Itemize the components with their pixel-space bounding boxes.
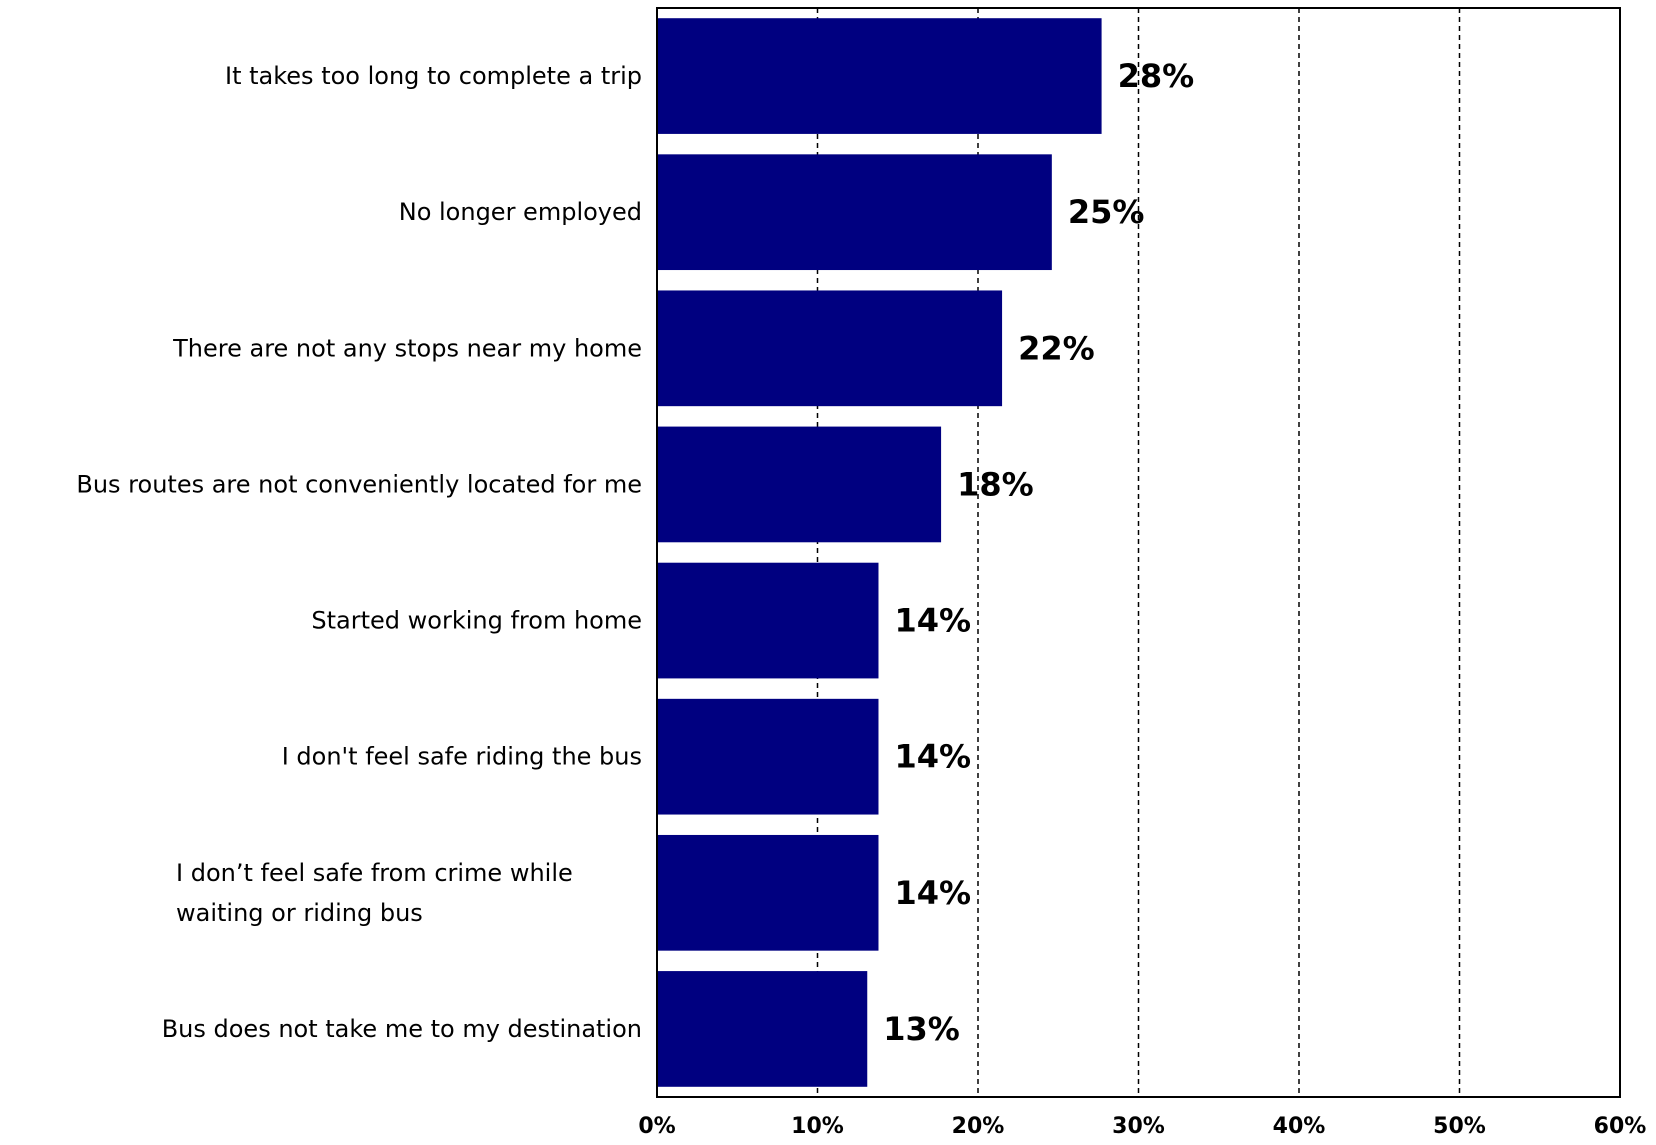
- x-tick-label-0: 0%: [638, 1114, 675, 1139]
- category-labels: It takes too long to complete a trip No l…: [76, 62, 642, 1043]
- bar-5: [657, 698, 879, 815]
- value-label-7: 13%: [883, 1010, 960, 1048]
- value-label-2: 22%: [1018, 329, 1095, 367]
- bar-6: [657, 834, 879, 951]
- bar-7: [657, 971, 868, 1087]
- x-tick-label-40: 40%: [1273, 1114, 1326, 1139]
- category-label-0: It takes too long to complete a trip: [225, 62, 642, 90]
- category-label-6: I don’t feel safe from crime while waitin…: [176, 859, 573, 927]
- category-label-4: Started working from home: [311, 607, 642, 635]
- value-label-0: 28%: [1118, 57, 1195, 95]
- x-tick-label-60: 60%: [1594, 1114, 1647, 1139]
- value-label-1: 25%: [1068, 193, 1145, 231]
- category-label-3: Bus routes are not conveniently located …: [76, 470, 642, 498]
- value-label-3: 18%: [957, 465, 1034, 503]
- bar-3: [657, 426, 942, 543]
- category-label-7: Bus does not take me to my destination: [162, 1015, 642, 1043]
- plot-frame: [656, 7, 1621, 1098]
- x-tick-label-50: 50%: [1433, 1114, 1486, 1139]
- bar-1: [657, 154, 1052, 271]
- bar-4: [657, 562, 879, 679]
- category-label-line: waiting or riding bus: [176, 899, 423, 927]
- value-label-4: 14%: [894, 602, 971, 640]
- bar-2: [657, 290, 1003, 407]
- x-tick-label-20: 20%: [952, 1114, 1005, 1139]
- bar-0: [657, 18, 1102, 134]
- category-label-5: I don't feel safe riding the bus: [282, 743, 642, 771]
- x-tick-label-10: 10%: [791, 1114, 844, 1139]
- category-label-line: I don’t feel safe from crime while: [176, 859, 573, 887]
- value-label-6: 14%: [894, 874, 971, 912]
- x-tick-label-30: 30%: [1112, 1114, 1165, 1139]
- value-label-5: 14%: [894, 738, 971, 776]
- bars: [657, 18, 1102, 1087]
- category-label-2: There are not any stops near my home: [172, 334, 642, 362]
- value-labels: 28% 25% 22% 18% 14% 14% 14% 13%: [883, 57, 1194, 1048]
- category-label-1: No longer employed: [399, 198, 642, 226]
- x-tick-labels: 0% 10% 20% 30% 40% 50% 60%: [638, 1114, 1646, 1139]
